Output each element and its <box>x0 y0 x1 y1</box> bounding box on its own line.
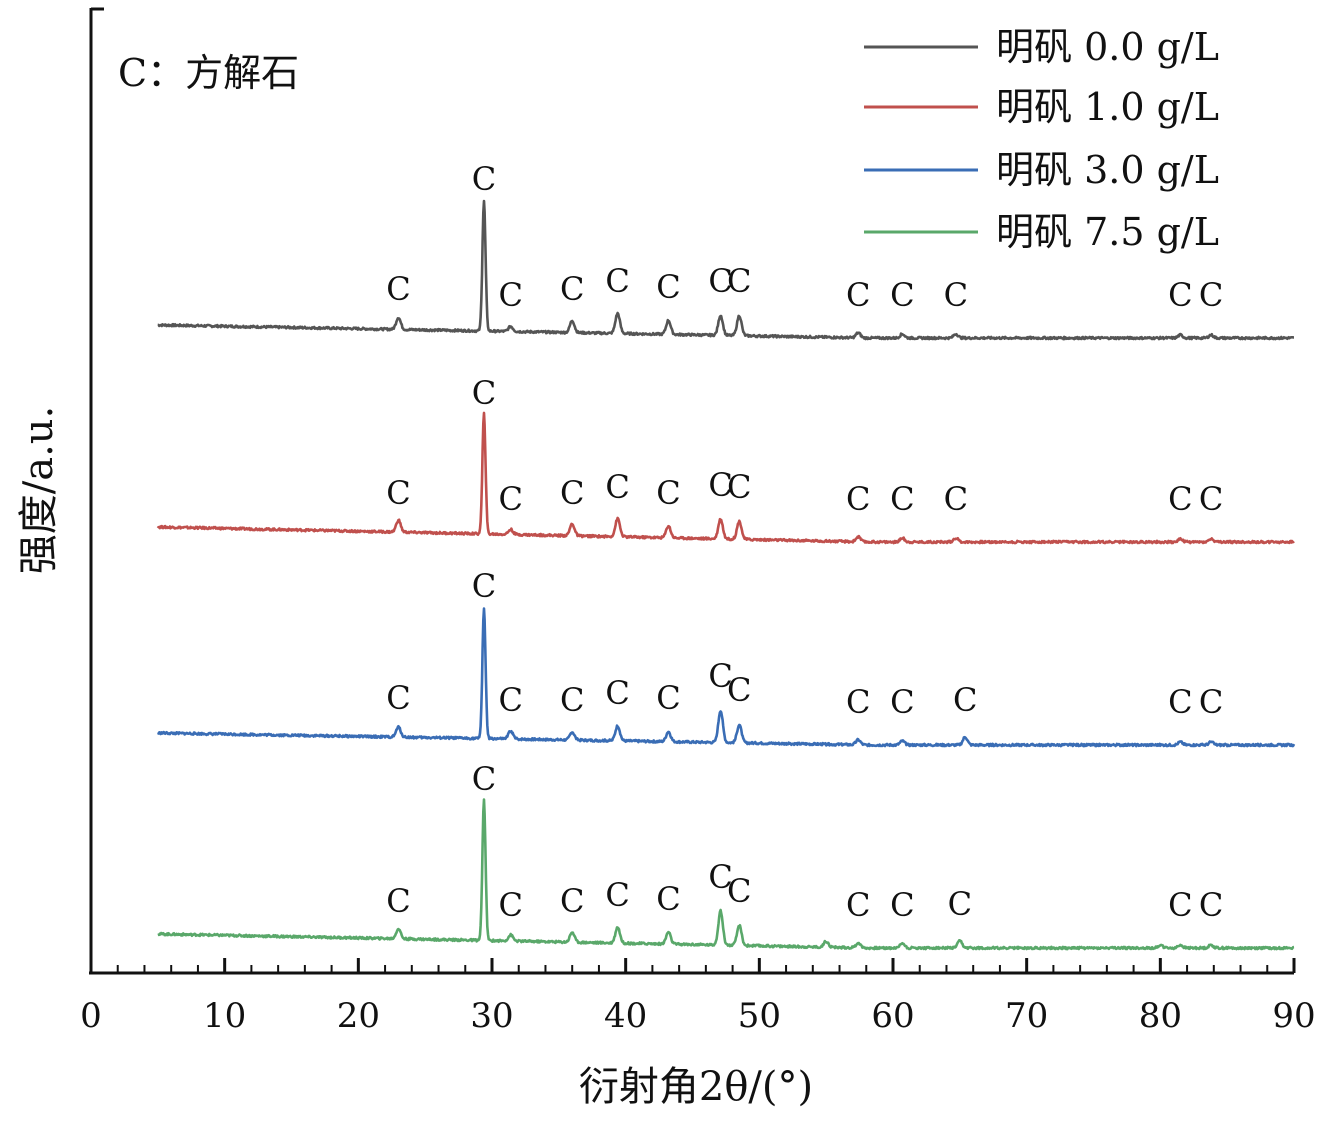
x-ticks: 0 10 20 30 40 50 60 70 80 90 <box>80 958 1316 1036</box>
axes <box>89 7 1294 975</box>
peak-label: C <box>708 466 732 504</box>
peak-label: C <box>560 882 584 920</box>
peak-label: C <box>656 880 680 918</box>
peak-label: C <box>498 886 522 924</box>
peak-label: C <box>560 474 584 512</box>
series-line-2 <box>156 607 1296 748</box>
peak-label: C <box>953 681 977 719</box>
peak-label: C <box>1199 480 1223 518</box>
peak-label: C <box>386 679 410 717</box>
peak-label: C <box>708 858 732 896</box>
x-axis-title: 衍射角2θ/(°) <box>579 1064 813 1110</box>
peak-label: C <box>605 876 629 914</box>
x-tick-label: 70 <box>1005 996 1048 1036</box>
peak-label: C <box>472 374 496 412</box>
peak-label: C <box>605 674 629 712</box>
y-axis-title: 强度/a.u. <box>16 406 62 575</box>
x-tick-label: 80 <box>1139 996 1182 1036</box>
peak-label: C <box>890 886 914 924</box>
peak-label: C <box>386 270 410 308</box>
x-tick-label: 60 <box>871 996 914 1036</box>
peak-label: C <box>944 276 968 314</box>
peak-label: C <box>498 276 522 314</box>
peak-label: C <box>727 468 751 506</box>
peak-label: C <box>727 872 751 910</box>
series-line-3 <box>157 798 1295 951</box>
x-tick-label: 0 <box>80 996 102 1036</box>
peak-label: C <box>944 480 968 518</box>
peak-label: C <box>386 474 410 512</box>
legend-item-3: 明矾 7.5 g/L <box>864 210 1219 254</box>
x-tick-label: 50 <box>738 996 781 1036</box>
x-tick-label: 10 <box>203 996 246 1036</box>
legend-label-1: 明矾 1.0 g/L <box>996 85 1219 129</box>
peak-label: C <box>1199 683 1223 721</box>
peak-label: C <box>1168 683 1192 721</box>
peak-label: C <box>605 262 629 300</box>
peak-label: C <box>656 679 680 717</box>
x-tick-label: 20 <box>337 996 380 1036</box>
legend-item-1: 明矾 1.0 g/L <box>864 85 1219 129</box>
peak-label: C <box>472 567 496 605</box>
legend: 明矾 0.0 g/L 明矾 1.0 g/L 明矾 3.0 g/L 明矾 7.5 … <box>864 25 1219 254</box>
legend-label-3: 明矾 7.5 g/L <box>996 210 1219 254</box>
peak-label: C <box>605 468 629 506</box>
peak-label: C <box>727 262 751 300</box>
x-tick-label: 40 <box>604 996 647 1036</box>
peak-label: C <box>656 268 680 306</box>
peak-label: C <box>498 480 522 518</box>
peak-label: C <box>890 683 914 721</box>
peak-label: C <box>890 276 914 314</box>
mineral-annotation: C：方解石 <box>118 51 299 95</box>
peak-label: C <box>1199 886 1223 924</box>
x-tick-label: 90 <box>1272 996 1315 1036</box>
x-tick-label: 30 <box>470 996 513 1036</box>
peak-label: C <box>472 760 496 798</box>
series-line-1 <box>156 411 1295 545</box>
peak-label: C <box>1199 276 1223 314</box>
peak-label: C <box>846 886 870 924</box>
peak-label: C <box>1168 480 1192 518</box>
peak-label: C <box>708 657 732 695</box>
legend-label-2: 明矾 3.0 g/L <box>996 148 1219 192</box>
plot-area <box>156 199 1296 951</box>
peak-label: C <box>656 474 680 512</box>
peak-label: C <box>846 683 870 721</box>
legend-item-2: 明矾 3.0 g/L <box>864 148 1219 192</box>
peak-label: C <box>1168 886 1192 924</box>
legend-label-0: 明矾 0.0 g/L <box>996 25 1219 69</box>
peak-label: C <box>472 160 496 198</box>
legend-item-0: 明矾 0.0 g/L <box>864 25 1219 69</box>
peak-label: C <box>498 681 522 719</box>
peak-label: C <box>846 480 870 518</box>
peak-label: C <box>708 262 732 300</box>
peak-label: C <box>846 276 870 314</box>
peak-label: C <box>948 885 972 923</box>
peak-label: C <box>890 480 914 518</box>
series-line-0 <box>157 199 1295 341</box>
peak-label: C <box>560 681 584 719</box>
peak-label: C <box>727 671 751 709</box>
peak-label: C <box>560 270 584 308</box>
peak-label: C <box>1168 276 1192 314</box>
peak-label: C <box>386 882 410 920</box>
